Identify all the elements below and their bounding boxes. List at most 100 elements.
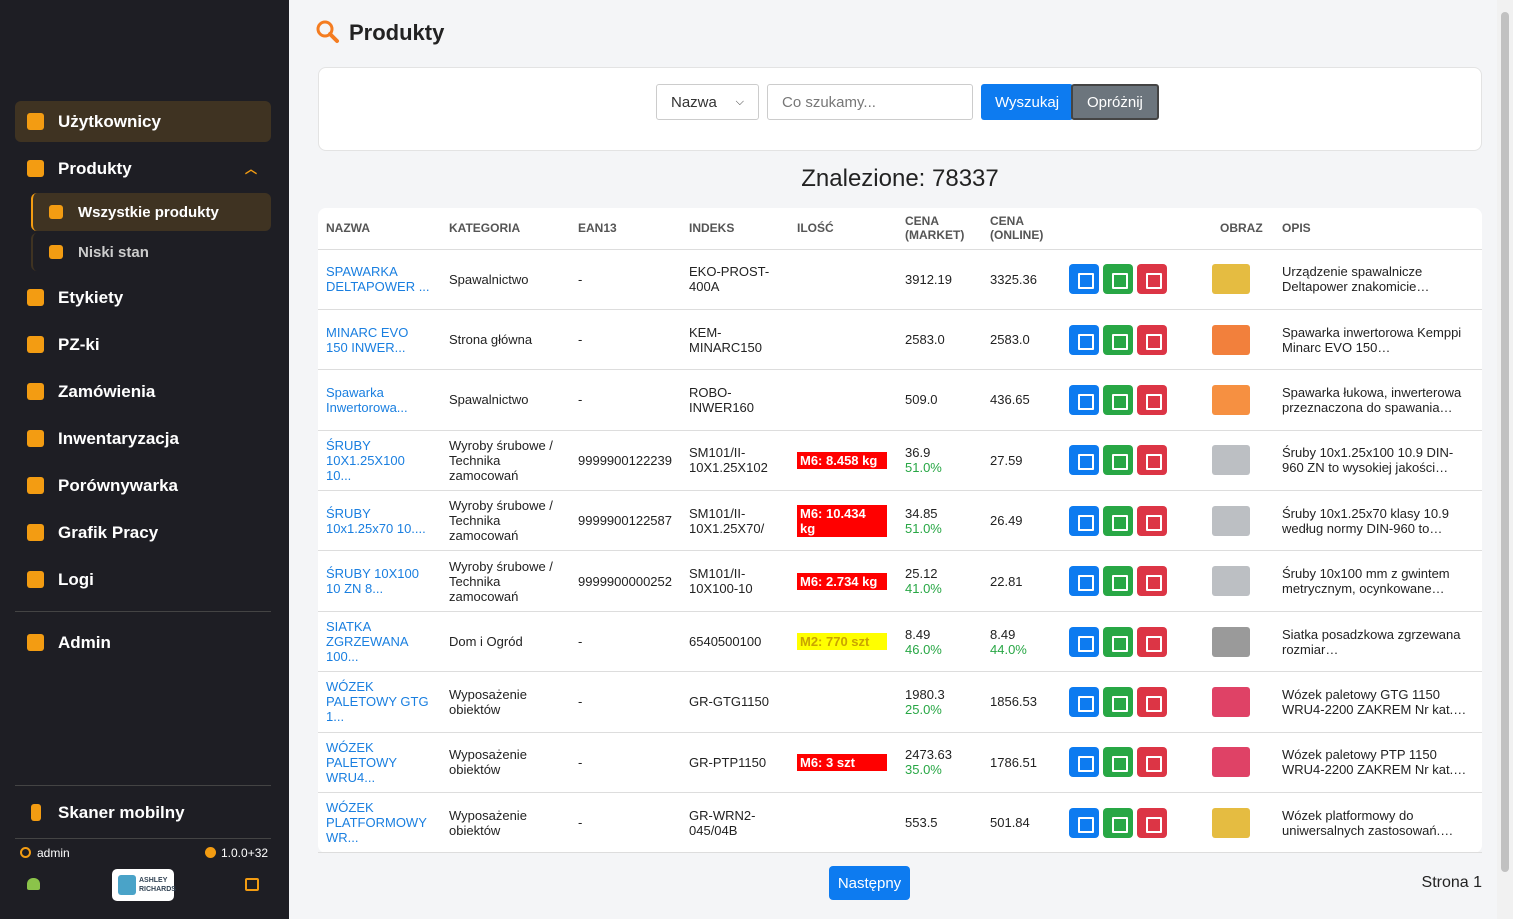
price: 3325.36 xyxy=(990,271,1037,287)
price: 501.84 xyxy=(990,815,1030,831)
product-name[interactable]: MINARC EVO 150 INWER... xyxy=(318,309,441,371)
action-button[interactable] xyxy=(1137,747,1167,778)
action-button[interactable] xyxy=(1103,566,1133,597)
menu-item[interactable]: Porównywarka xyxy=(15,465,271,506)
product-name[interactable]: SPAWARKA DELTAPOWER ... xyxy=(318,249,441,310)
quantity-badge: M6: 10.434 kg xyxy=(797,504,887,537)
menu-item[interactable]: Produkty ︿ xyxy=(15,148,271,189)
menu-item[interactable]: Logi xyxy=(15,559,271,600)
next-button[interactable]: Następny xyxy=(829,866,910,900)
category: Strona główna xyxy=(441,309,570,371)
search-card: Nazwa ⌵ Co szukamy... Wyszukaj Opróżnij xyxy=(318,67,1482,151)
menu-item[interactable]: Admin xyxy=(15,622,271,663)
menu-item[interactable]: Zamówienia xyxy=(15,371,271,412)
chevron: ︿ xyxy=(244,162,257,176)
menu-item[interactable]: Inwentaryzacja xyxy=(15,418,271,459)
index: GR-WRN2-045/04B xyxy=(681,792,789,854)
image xyxy=(1212,309,1274,371)
description: Spawarka łukowa, inwerterowa przeznaczon… xyxy=(1274,369,1482,431)
price: 36.9 xyxy=(905,445,931,461)
action-button[interactable] xyxy=(1137,566,1167,597)
price-market: 509.0 xyxy=(897,369,982,431)
field-select[interactable]: Nazwa ⌵ xyxy=(656,84,759,120)
price-market: 25.12 41.0% xyxy=(897,550,982,612)
menu-label: Użytkownicy xyxy=(58,111,161,131)
menu-item[interactable]: PZ-ki xyxy=(15,324,271,365)
scrollbar xyxy=(1497,0,1513,919)
ean: - xyxy=(570,792,681,854)
menu-label: Zamówienia xyxy=(58,381,156,401)
product-name[interactable]: ŚRUBY 10X100 10 ZN 8... xyxy=(318,550,441,612)
found-count: Znalezione: 78337 xyxy=(801,165,999,192)
submenu-item[interactable]: Wszystkie produkty xyxy=(31,193,271,231)
action-button[interactable] xyxy=(1103,807,1133,838)
submenu-item[interactable]: Niski stan xyxy=(31,233,271,271)
action-button[interactable] xyxy=(1069,626,1099,657)
logo-text: ASHLEY xyxy=(139,877,168,884)
action-button[interactable] xyxy=(1069,384,1099,415)
description: Wózek platformowy do uniwersalnych zasto… xyxy=(1274,792,1482,854)
quantity: M6: 8.458 kg xyxy=(789,430,897,492)
thumbnail xyxy=(1212,566,1250,597)
image xyxy=(1212,611,1274,673)
product-name[interactable]: WÓZEK PALETOWY WRU4... xyxy=(318,732,441,794)
product-name[interactable]: ŚRUBY 10x1.25x70 10.... xyxy=(318,490,441,552)
action-button[interactable] xyxy=(1103,626,1133,657)
action-button[interactable] xyxy=(1069,264,1099,295)
action-button[interactable] xyxy=(1069,686,1099,717)
product-name[interactable]: ŚRUBY 10X1.25X100 10... xyxy=(318,430,441,492)
product-name[interactable]: Spawarka Inwertorowa... xyxy=(318,369,441,431)
action-button[interactable] xyxy=(1103,324,1133,355)
search-input[interactable]: Co szukamy... xyxy=(767,84,973,120)
logout-icon[interactable] xyxy=(245,878,259,891)
action-button[interactable] xyxy=(1103,505,1133,536)
product-row: WÓZEK PALETOWY WRU4... Wyposażenie obiekt… xyxy=(318,732,1482,794)
product-name[interactable]: WÓZEK PLATFORMOWY WR... xyxy=(318,792,441,854)
action-button[interactable] xyxy=(1137,807,1167,838)
price-market: 36.9 51.0% xyxy=(897,430,982,492)
price-online: 8.49 44.0% xyxy=(982,611,1061,673)
description-text: Śruby 10x100 mm z gwintem metrycznym, oc… xyxy=(1282,566,1450,597)
action-button[interactable] xyxy=(1137,264,1167,295)
product-name[interactable]: WÓZEK PALETOWY GTG 1... xyxy=(318,671,441,733)
price-market: 2473.63 35.0% xyxy=(897,732,982,794)
actions xyxy=(1061,732,1212,794)
thumbnail xyxy=(1212,505,1250,536)
price: 1980.3 xyxy=(905,686,945,702)
menu-label: PZ-ki xyxy=(58,334,100,354)
action-button[interactable] xyxy=(1069,505,1099,536)
category: Wyposażenie obiektów xyxy=(441,792,570,854)
ean: - xyxy=(570,249,681,310)
action-button[interactable] xyxy=(1137,445,1167,476)
menu-item[interactable]: Użytkownicy xyxy=(15,101,271,142)
action-button[interactable] xyxy=(1137,626,1167,657)
product-row: WÓZEK PALETOWY GTG 1... Wyposażenie obiek… xyxy=(318,671,1482,733)
action-button[interactable] xyxy=(1103,445,1133,476)
description-text: Urządzenie spawalnicze Deltapower znakom… xyxy=(1282,264,1423,295)
product-name[interactable]: SIATKA ZGRZEWANA 100... xyxy=(318,611,441,673)
action-button[interactable] xyxy=(1069,324,1099,355)
action-button[interactable] xyxy=(1137,686,1167,717)
menu-item[interactable]: Skaner mobilny xyxy=(15,792,271,833)
action-button[interactable] xyxy=(1069,445,1099,476)
android-icon[interactable] xyxy=(27,878,40,890)
column-header xyxy=(1061,208,1212,250)
action-button[interactable] xyxy=(1103,264,1133,295)
menu-item[interactable]: Etykiety xyxy=(15,277,271,318)
menu-item[interactable]: Grafik Pracy xyxy=(15,512,271,553)
action-button[interactable] xyxy=(1103,384,1133,415)
clear-button[interactable]: Opróżnij xyxy=(1071,84,1159,120)
action-button[interactable] xyxy=(1137,384,1167,415)
action-button[interactable] xyxy=(1069,747,1099,778)
search-button[interactable]: Wyszukaj xyxy=(981,84,1074,120)
column-header: ILOŚĆ xyxy=(789,208,897,250)
product-row: ŚRUBY 10x1.25x70 10.... Wyroby śrubowe / … xyxy=(318,490,1482,552)
action-button[interactable] xyxy=(1103,686,1133,717)
action-button[interactable] xyxy=(1137,324,1167,355)
price-market: 3912.19 xyxy=(897,249,982,310)
action-button[interactable] xyxy=(1137,505,1167,536)
action-button[interactable] xyxy=(1069,807,1099,838)
action-button[interactable] xyxy=(1103,747,1133,778)
action-button[interactable] xyxy=(1069,566,1099,597)
